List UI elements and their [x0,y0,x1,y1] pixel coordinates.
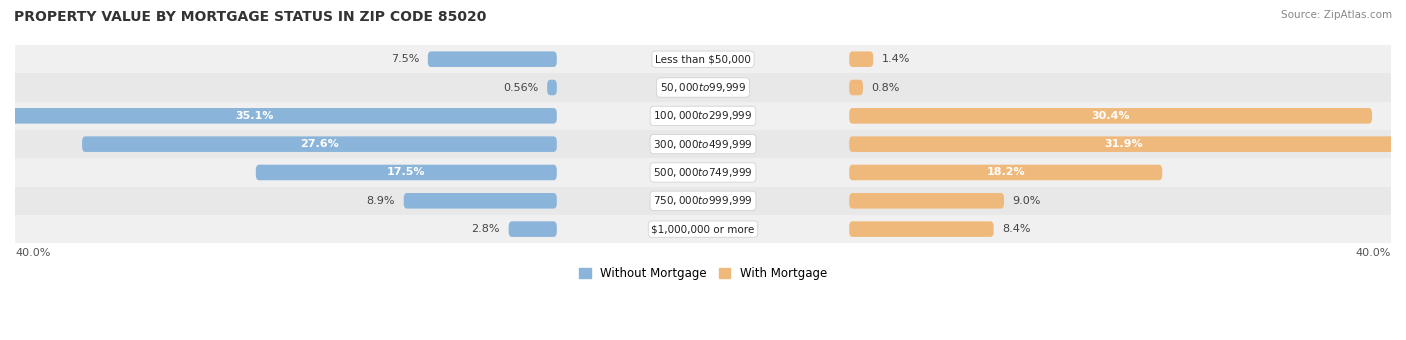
Text: 1.4%: 1.4% [882,54,910,64]
Text: $100,000 to $299,999: $100,000 to $299,999 [654,109,752,122]
Text: 31.9%: 31.9% [1104,139,1143,149]
FancyBboxPatch shape [427,51,557,67]
Text: 0.56%: 0.56% [503,83,538,92]
Text: 8.4%: 8.4% [1002,224,1031,234]
Text: Less than $50,000: Less than $50,000 [655,54,751,64]
Text: 35.1%: 35.1% [236,111,274,121]
Text: 27.6%: 27.6% [299,139,339,149]
Text: 30.4%: 30.4% [1091,111,1130,121]
Text: 7.5%: 7.5% [391,54,419,64]
FancyBboxPatch shape [849,193,1004,208]
Text: $750,000 to $999,999: $750,000 to $999,999 [654,194,752,207]
Text: 17.5%: 17.5% [387,168,426,177]
FancyBboxPatch shape [509,221,557,237]
Bar [15,73,1391,102]
Bar [15,158,1391,187]
FancyBboxPatch shape [849,165,1163,180]
Text: 8.9%: 8.9% [367,196,395,206]
Bar [15,215,1391,243]
FancyBboxPatch shape [404,193,557,208]
Legend: Without Mortgage, With Mortgage: Without Mortgage, With Mortgage [574,262,832,285]
FancyBboxPatch shape [849,80,863,95]
Bar [15,187,1391,215]
FancyBboxPatch shape [849,221,994,237]
Bar [15,102,1391,130]
Text: $50,000 to $99,999: $50,000 to $99,999 [659,81,747,94]
Text: $500,000 to $749,999: $500,000 to $749,999 [654,166,752,179]
Text: $300,000 to $499,999: $300,000 to $499,999 [654,138,752,151]
Text: 2.8%: 2.8% [471,224,501,234]
Text: 40.0%: 40.0% [1355,248,1391,257]
FancyBboxPatch shape [849,51,873,67]
FancyBboxPatch shape [849,108,1372,124]
Text: 40.0%: 40.0% [15,248,51,257]
Bar [15,130,1391,158]
FancyBboxPatch shape [849,136,1398,152]
Text: Source: ZipAtlas.com: Source: ZipAtlas.com [1281,10,1392,20]
Text: $1,000,000 or more: $1,000,000 or more [651,224,755,234]
Text: 9.0%: 9.0% [1012,196,1040,206]
Text: 0.8%: 0.8% [872,83,900,92]
FancyBboxPatch shape [547,80,557,95]
Bar [15,45,1391,73]
FancyBboxPatch shape [256,165,557,180]
FancyBboxPatch shape [0,108,557,124]
Text: PROPERTY VALUE BY MORTGAGE STATUS IN ZIP CODE 85020: PROPERTY VALUE BY MORTGAGE STATUS IN ZIP… [14,10,486,24]
FancyBboxPatch shape [82,136,557,152]
Text: 18.2%: 18.2% [987,168,1025,177]
